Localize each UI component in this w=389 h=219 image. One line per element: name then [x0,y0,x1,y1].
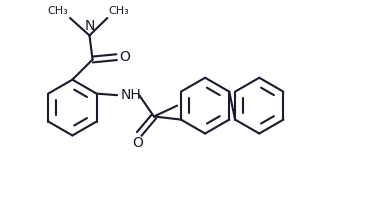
Text: N: N [84,19,95,33]
Text: O: O [119,50,130,64]
Text: NH: NH [120,88,141,102]
Text: O: O [132,136,143,150]
Text: CH₃: CH₃ [48,7,68,16]
Text: CH₃: CH₃ [109,7,130,16]
